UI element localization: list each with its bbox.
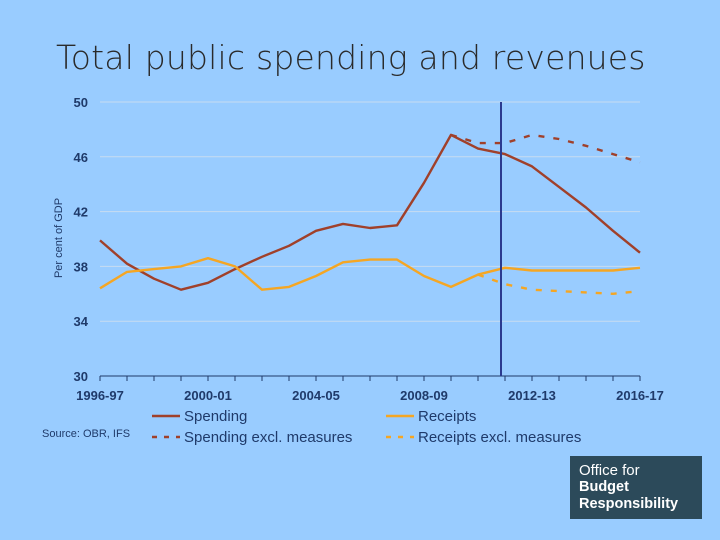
y-tick-label: 30 — [74, 369, 88, 384]
obr-logo: Office for Budget Responsibility — [570, 456, 702, 519]
y-tick-label: 34 — [74, 314, 89, 329]
y-axis-ticks: 30 34 38 42 46 50 — [74, 95, 89, 384]
y-axis-label: Per cent of GDP — [53, 198, 65, 278]
logo-line-3: Responsibility — [579, 496, 679, 512]
y-tick-label: 50 — [74, 95, 88, 110]
x-tick-label: 2012-13 — [508, 388, 556, 403]
x-tick-label: 2004-05 — [292, 388, 340, 403]
chart-legend: Spending Receipts Spending excl. measures R… — [152, 408, 581, 446]
chart-series — [99, 133, 641, 295]
series-line-receipts-excl — [477, 273, 641, 295]
x-tick-label: 2008-09 — [400, 388, 448, 403]
x-tick-label: 1996-97 — [76, 388, 124, 403]
y-tick-label: 46 — [74, 150, 88, 165]
x-tick-label: 2016-17 — [616, 388, 664, 403]
legend-label-receipts-excl: Receipts excl. measures — [418, 429, 581, 446]
x-axis-ticks: 1996-97 2000-01 2004-05 2008-09 2012-13 2016-… — [76, 376, 664, 403]
chart-gridlines — [100, 101, 640, 322]
x-tick-label: 2000-01 — [184, 388, 232, 403]
logo-line-1: Office for — [579, 462, 640, 479]
logo-line-2: Budget — [579, 479, 629, 495]
series-line-spending-excl — [450, 133, 641, 164]
slide-title: Total public spending and revenues — [56, 38, 646, 77]
y-tick-label: 38 — [74, 259, 88, 274]
legend-label-spending-excl: Spending excl. measures — [184, 429, 352, 446]
series-line-receipts — [99, 257, 641, 291]
legend-label-receipts: Receipts — [418, 408, 476, 425]
y-tick-label: 42 — [74, 205, 88, 220]
source-note: Source: OBR, IFS — [42, 428, 131, 440]
legend-label-spending: Spending — [184, 408, 247, 425]
series-line-spending — [99, 133, 641, 291]
